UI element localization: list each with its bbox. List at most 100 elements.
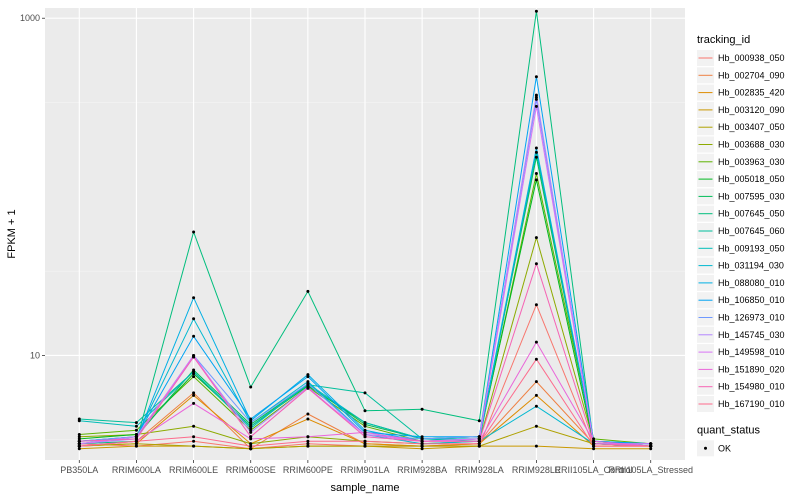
data-point: [363, 391, 367, 395]
data-point: [363, 439, 367, 443]
legend-label: Hb_002835_420: [718, 88, 785, 98]
legend-label: Hb_145745_030: [718, 330, 785, 340]
legend-label: Hb_007645_050: [718, 209, 785, 219]
data-point: [306, 289, 310, 293]
x-axis-title: sample_name: [330, 482, 399, 494]
data-point: [134, 424, 138, 428]
legend-label: Hb_149598_010: [718, 347, 785, 357]
legend-label: Hb_003688_030: [718, 140, 785, 150]
data-point: [192, 334, 196, 338]
x-tick-label: RRIM600PE: [283, 465, 333, 475]
y-axis-title: FPKM + 1: [6, 209, 18, 258]
data-point: [534, 155, 538, 159]
data-point: [477, 437, 481, 441]
x-tick-label: RRII105LA_Control: [555, 465, 633, 475]
data-point: [420, 444, 424, 448]
data-point: [534, 262, 538, 266]
data-point: [477, 435, 481, 439]
data-point: [534, 150, 538, 154]
data-point: [534, 340, 538, 344]
data-point: [649, 442, 653, 446]
data-point: [592, 439, 596, 443]
data-point: [306, 375, 310, 379]
data-point: [192, 230, 196, 234]
data-point: [420, 435, 424, 439]
x-tick-label: RRIM928LE: [512, 465, 561, 475]
legend-label: Hb_154980_010: [718, 382, 785, 392]
data-point: [534, 97, 538, 101]
data-point: [249, 417, 253, 421]
data-point: [363, 433, 367, 436]
data-point: [306, 380, 310, 384]
data-point: [192, 439, 196, 443]
data-point: [249, 435, 253, 439]
data-point: [134, 435, 138, 439]
data-point: [249, 430, 253, 434]
data-point: [134, 442, 138, 446]
data-point: [134, 428, 138, 432]
legend: tracking_id Hb_000938_050 Hb_002704_090 Hb_…: [697, 34, 785, 457]
data-point: [363, 409, 367, 413]
x-tick-label: RRIM600SE: [226, 465, 276, 475]
data-point: [306, 412, 310, 416]
legend-label: Hb_000938_050: [718, 53, 785, 63]
legend-label: Hb_126973_010: [718, 313, 785, 323]
data-point: [249, 447, 253, 451]
data-point: [534, 404, 538, 408]
data-point: [534, 9, 538, 13]
data-point: [534, 424, 538, 428]
data-point: [363, 444, 367, 448]
data-point: [420, 447, 424, 451]
legend2-title: quant_status: [697, 424, 760, 436]
data-point: [534, 444, 538, 448]
data-point: [534, 357, 538, 361]
x-tick-label: RRIM600LE: [169, 465, 218, 475]
data-point: [534, 146, 538, 150]
data-point: [592, 444, 596, 448]
data-point: [363, 430, 367, 434]
data-point: [192, 424, 196, 428]
data-point: [192, 375, 196, 379]
data-point: [77, 433, 81, 436]
data-point: [534, 178, 538, 182]
data-point: [77, 437, 81, 441]
legend2-swatch: [704, 446, 707, 450]
data-point: [534, 93, 538, 97]
data-point: [477, 442, 481, 446]
legend-label: Hb_003120_090: [718, 105, 785, 115]
data-point: [534, 104, 538, 108]
legend-label: Hb_005018_050: [718, 174, 785, 184]
data-point: [77, 419, 81, 423]
axes: 1000 10 PB350LA RRIM600LA RRIM600LE RRIM600SE…: [20, 13, 693, 475]
data-point: [534, 236, 538, 240]
data-point: [363, 442, 367, 446]
data-point: [192, 444, 196, 448]
legend-label: Hb_106850_010: [718, 295, 785, 305]
legend-label: Hb_002704_090: [718, 70, 785, 80]
x-tick-label: PB350LA: [60, 465, 98, 475]
data-point: [306, 442, 310, 446]
data-point: [649, 444, 653, 448]
legend2-label: OK: [718, 443, 731, 453]
data-point: [534, 380, 538, 384]
data-point: [249, 426, 253, 430]
data-point: [192, 317, 196, 321]
data-point: [192, 370, 196, 374]
data-point: [192, 435, 196, 439]
legend-label: Hb_151890_020: [718, 364, 785, 374]
data-point: [306, 386, 310, 390]
data-point: [477, 419, 481, 423]
data-point: [249, 442, 253, 446]
legend-label: Hb_009193_050: [718, 243, 785, 253]
data-point: [306, 417, 310, 421]
data-point: [420, 439, 424, 443]
data-point: [134, 439, 138, 443]
data-point: [534, 172, 538, 175]
legend-label: Hb_088080_010: [718, 278, 785, 288]
data-point: [77, 444, 81, 448]
data-point: [306, 382, 310, 386]
data-point: [534, 303, 538, 307]
data-point: [249, 385, 253, 389]
data-point: [77, 442, 81, 446]
